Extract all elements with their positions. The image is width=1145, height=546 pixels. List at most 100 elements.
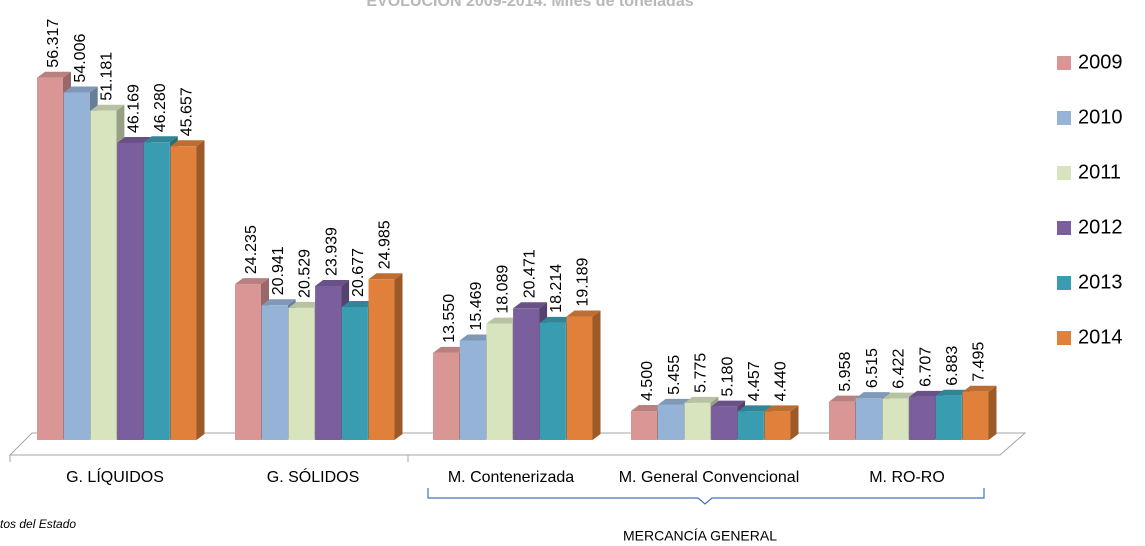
chart-title: EVOLUCIÓN 2009-2014. Miles de toneladas [366,0,693,10]
bar-top [566,310,601,317]
data-label: 20.471 [521,249,538,298]
bar-front [882,398,909,440]
data-label: 56.317 [45,19,62,68]
bar-front [539,322,566,440]
x-tick-label: M. General Convencional [619,469,800,486]
bar-top [235,278,269,285]
x-tick-label: M. RO-RO [869,469,945,486]
bar-top [539,316,574,323]
legend-label: 2013 [1078,271,1123,293]
bar-front [37,77,63,440]
legend-swatch [1057,276,1071,290]
bar-front [433,352,459,440]
bar-top [170,140,205,147]
bar-front [855,398,882,440]
source: tos del Estado [0,517,76,531]
data-label: 4.440 [773,361,790,401]
bar-top [37,71,71,78]
legend-label: 2012 [1078,216,1123,238]
bar [764,405,799,440]
bar-front [288,307,315,440]
data-label: 5.958 [837,352,854,392]
data-label: 5.775 [693,353,710,393]
bar-front [341,306,368,440]
bar-top [288,301,323,308]
legend-swatch [1057,221,1071,235]
legend-swatch [1057,331,1071,345]
data-label: 23.939 [323,227,340,276]
bar-top [909,390,944,397]
data-label: 5.455 [666,355,683,395]
bar [170,140,205,440]
data-label: 51.181 [99,52,116,101]
bar [962,385,997,440]
bar-top [855,392,890,399]
bar-top [63,86,98,93]
legend-swatch [1057,56,1071,70]
bar-top [341,300,376,307]
bar-top [90,104,125,111]
bar-top [737,405,772,412]
bar-top [315,279,350,286]
data-label: 20.941 [270,246,287,295]
bar-top [684,396,719,403]
bar-top [935,389,970,396]
bar-front [459,340,486,440]
bar-side [394,273,403,440]
bar-top [368,273,403,280]
data-label: 6.883 [944,346,961,386]
legend-label: 2010 [1078,106,1123,128]
bar-front [235,284,261,440]
legend-label: 2014 [1078,326,1123,348]
bar-front [315,285,342,440]
data-label: 46.169 [125,84,142,133]
bar-top [711,400,746,407]
bar-side [988,385,997,440]
bar-top [261,299,296,306]
bar-front [631,411,657,440]
bar-front [143,142,170,441]
bar-front [486,323,513,440]
bar-front [566,316,593,440]
bar-front [764,411,791,440]
bar-side [790,405,799,440]
data-label: 46.280 [152,83,169,132]
bar-front [962,391,989,440]
bar-side [592,310,601,440]
legend-swatch [1057,111,1071,125]
bar [566,310,601,440]
data-label: 13.550 [441,294,458,343]
data-label: 18.214 [548,264,565,313]
data-label: 15.469 [468,281,485,330]
legend-label: 2011 [1078,161,1121,183]
bar-top [459,334,494,341]
bar-front [63,92,90,440]
data-label: 18.089 [495,265,512,314]
bar-top [433,346,467,353]
bar-front [261,305,288,440]
bar [368,273,403,440]
data-label: 4.500 [639,361,656,401]
data-label: 20.677 [350,248,367,297]
data-label: 45.657 [179,87,196,136]
bar-top [882,392,917,399]
bar-front [829,401,855,440]
legend-swatch [1057,166,1071,180]
bar [711,400,746,440]
bar-side [196,140,205,440]
group-bracket [427,488,985,505]
bar-front [657,404,684,440]
bar-top [486,317,521,324]
bar-top [764,405,799,412]
data-label: 6.515 [864,348,881,388]
bar-top [962,385,997,392]
data-label: 6.707 [917,347,934,387]
data-label: 54.006 [72,34,89,83]
data-label: 4.457 [746,361,763,401]
data-label: 24.985 [377,220,394,269]
x-tick-label: M. Contenerizada [448,469,574,486]
data-label: 24.235 [243,225,260,274]
data-label: 6.422 [891,349,908,389]
